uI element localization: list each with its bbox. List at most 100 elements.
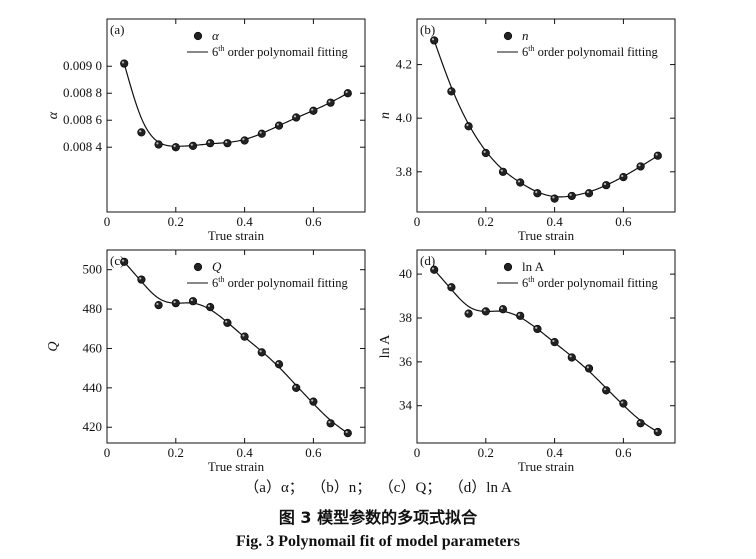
data-point [464,309,473,318]
x-tick-label: 0.6 [305,445,322,460]
legend-marker-label: Q [212,259,222,274]
data-point [464,122,473,131]
x-tick-label: 0.2 [168,445,184,460]
data-point-highlight [449,89,452,92]
data-point [550,338,559,347]
panel-d: 0 0.2 0.4 0.6 True strain 34 36 38 40 ln A (d) ln A… [378,249,676,474]
x-axis-label: True strain [518,459,575,474]
data-point [223,318,232,327]
data-point-highlight [638,420,641,424]
y-tick-label: 480 [83,301,103,316]
data-point-highlight [449,284,452,288]
y-tick-label: 4.2 [396,57,412,72]
data-point [137,128,146,137]
legend-marker-symbol [193,262,203,272]
y-tick-label: 500 [83,262,103,277]
data-point [343,89,352,98]
data-point [516,311,525,320]
plot-frame [106,249,366,444]
data-point [636,162,645,171]
data-point [430,265,439,274]
data-point [326,98,335,107]
data-point [584,364,594,373]
legend-line-label: 6th order polynomail fitting [212,275,348,290]
data-point [206,303,215,312]
x-tick-label: 0.4 [236,445,253,460]
data-point-highlight [121,259,125,262]
data-point [154,140,163,149]
data-point-highlight [603,182,607,186]
data-point [154,301,163,310]
data-point [188,141,198,150]
data-point [274,360,284,369]
x-tick-label: 0 [414,445,421,460]
x-tick-label: 0.2 [478,214,494,229]
legend-line-label: 6th order polynomail fitting [212,44,348,59]
y-tick-label: 38 [399,310,412,325]
legend-marker-symbol [503,31,513,41]
panel-c: 0 0.2 0.4 0.6 True strain 420 440 460 480 500 Q (c)… [46,249,366,474]
figure-caption-english: Fig. 3 Polynomail fit of model parameter… [236,533,520,550]
panel-label: (b) [420,22,435,37]
data-point-highlight [655,153,658,156]
data-point-highlight [173,144,176,148]
data-point-highlight [259,131,262,134]
x-axis-label: True strain [208,228,265,243]
data-point-highlight [500,169,503,172]
data-point [120,257,129,266]
data-point [240,136,249,145]
data-point-highlight [586,366,589,369]
figure-caption-chinese: 图 3 模型参数的多项式拟合 [278,508,478,527]
y-axis-label: Q [46,341,61,351]
data-point [309,106,318,115]
data-point [223,139,232,148]
legend-marker-label: α [212,28,220,43]
data-point [188,297,198,306]
data-point-highlight [311,399,314,402]
data-point-highlight [431,267,435,270]
x-axis-label: True strain [518,228,575,243]
data-point-highlight [517,313,521,316]
data-point [550,194,559,203]
legend-marker-label: n [522,28,529,43]
data-point [240,332,249,341]
data-point-highlight [483,150,486,153]
fit-curve [123,63,349,147]
data-point-highlight [293,115,297,118]
data-point-highlight [139,130,142,133]
data-point [481,148,490,158]
fit-curve [433,269,659,433]
data-point [636,419,645,428]
data-point [430,36,439,45]
y-tick-label: 40 [399,266,412,281]
data-point-highlight [655,429,658,432]
data-point [498,305,508,314]
data-point [533,324,542,334]
data-point [533,189,542,198]
y-tick-label: 0.009 0 [63,58,102,73]
y-tick-label: 0.008 8 [63,85,102,100]
data-point [274,121,284,130]
data-point-highlight [259,350,262,353]
data-point [447,283,456,292]
data-point-highlight [121,61,125,64]
panel-a: 0 0.2 0.4 0.6 True strain 0.008 4 0.008 6 0.008… [46,18,366,243]
data-point [171,299,180,308]
data-point [602,181,611,190]
data-point-highlight [173,300,176,304]
x-axis-label: True strain [208,459,265,474]
legend-marker-symbol [193,31,203,41]
data-point-highlight [552,196,555,199]
data-point-highlight [156,142,159,145]
x-tick-label: 0 [104,445,111,460]
data-point-highlight [207,140,211,144]
data-point [292,383,301,392]
data-point-highlight [483,309,486,312]
x-tick-label: 0.2 [168,214,184,229]
data-point-highlight [311,108,314,111]
x-tick-label: 0.6 [615,445,632,460]
data-point-highlight [500,306,503,310]
data-point [120,59,129,68]
